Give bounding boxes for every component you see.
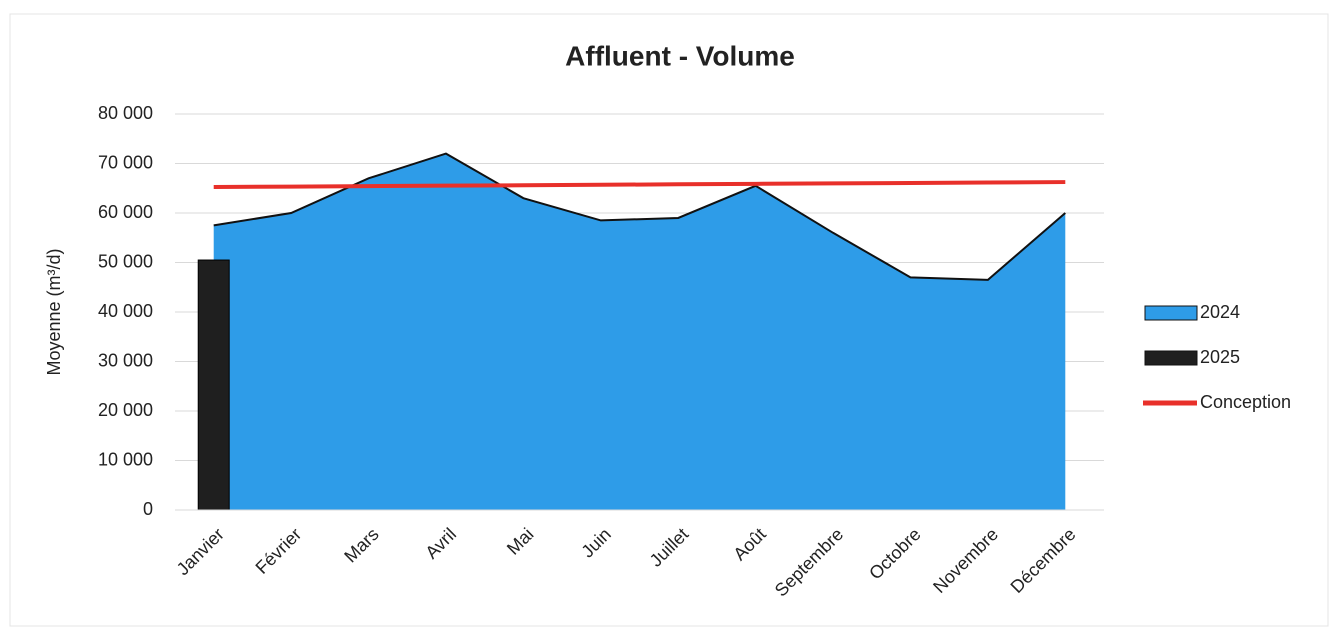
- area-outline: [213, 152, 1066, 281]
- y-tick-label: 80 000: [98, 103, 153, 123]
- y-tick-label: 40 000: [98, 301, 153, 321]
- y-axis-label: Moyenne (m³/d): [44, 248, 64, 375]
- y-tick-label: 20 000: [98, 400, 153, 420]
- chart-title: Affluent - Volume: [565, 40, 795, 71]
- area: [213, 153, 1066, 510]
- legend-label: 2025: [1200, 347, 1240, 367]
- y-tick-label: 70 000: [98, 152, 153, 172]
- legend-label: Conception: [1200, 392, 1291, 412]
- y-tick-label: 50 000: [98, 251, 153, 271]
- legend-swatch: [1144, 350, 1198, 366]
- y-tick-label: 0: [143, 499, 153, 519]
- y-tick-label: 10 000: [98, 449, 153, 469]
- line: [213, 180, 1066, 190]
- legend-swatch: [1144, 305, 1198, 321]
- bar: [197, 259, 230, 511]
- legend-label: 2024: [1200, 302, 1240, 322]
- y-tick-label: 30 000: [98, 350, 153, 370]
- y-tick-label: 60 000: [98, 202, 153, 222]
